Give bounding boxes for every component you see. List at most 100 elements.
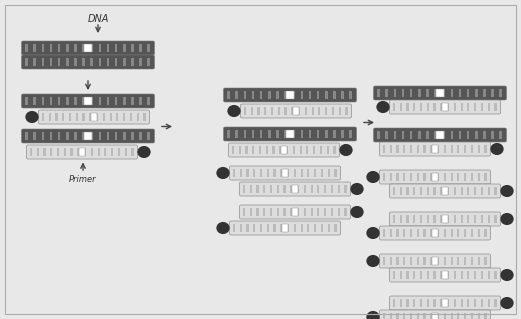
Bar bbox=[467, 89, 469, 97]
Bar bbox=[109, 113, 111, 121]
Bar bbox=[458, 89, 461, 97]
Bar bbox=[481, 299, 483, 307]
Bar bbox=[58, 132, 60, 140]
Bar bbox=[403, 257, 405, 265]
Bar bbox=[344, 185, 346, 193]
Bar bbox=[396, 145, 399, 153]
Bar bbox=[33, 58, 36, 66]
Bar bbox=[471, 173, 473, 181]
Bar bbox=[311, 208, 313, 216]
Bar bbox=[49, 58, 52, 66]
Bar bbox=[91, 97, 93, 105]
Bar bbox=[332, 107, 334, 115]
Bar bbox=[274, 224, 276, 232]
Bar bbox=[284, 91, 287, 99]
Bar bbox=[333, 91, 336, 99]
Bar bbox=[243, 208, 245, 216]
Bar bbox=[284, 107, 287, 115]
Bar bbox=[270, 208, 272, 216]
Bar bbox=[396, 173, 399, 181]
Bar bbox=[435, 89, 437, 97]
Bar bbox=[147, 132, 150, 140]
Bar bbox=[263, 208, 265, 216]
Bar bbox=[494, 187, 497, 195]
Bar bbox=[377, 89, 380, 97]
Bar bbox=[430, 313, 432, 319]
Bar bbox=[66, 58, 69, 66]
Bar bbox=[467, 103, 469, 111]
Bar bbox=[252, 146, 254, 154]
Bar bbox=[442, 103, 448, 111]
Bar bbox=[233, 224, 235, 232]
Bar bbox=[305, 107, 307, 115]
Bar bbox=[396, 229, 399, 237]
Bar bbox=[270, 185, 272, 193]
Bar bbox=[287, 224, 289, 232]
Bar bbox=[467, 299, 469, 307]
Bar bbox=[390, 257, 392, 265]
FancyBboxPatch shape bbox=[229, 143, 340, 157]
Bar bbox=[483, 89, 486, 97]
Bar bbox=[430, 229, 432, 237]
Bar bbox=[377, 131, 380, 139]
Bar bbox=[107, 58, 109, 66]
Bar bbox=[393, 89, 396, 97]
Bar bbox=[427, 215, 429, 223]
Ellipse shape bbox=[227, 105, 241, 117]
Bar bbox=[42, 44, 44, 52]
FancyBboxPatch shape bbox=[224, 88, 356, 102]
Bar bbox=[400, 187, 402, 195]
Bar bbox=[413, 187, 415, 195]
Bar bbox=[444, 313, 446, 319]
Bar bbox=[393, 299, 395, 307]
Bar bbox=[33, 97, 36, 105]
Bar bbox=[402, 131, 404, 139]
Ellipse shape bbox=[339, 144, 353, 156]
Bar bbox=[267, 169, 269, 177]
Text: DNA: DNA bbox=[88, 14, 109, 24]
Bar bbox=[33, 44, 36, 52]
Bar bbox=[252, 130, 254, 138]
Bar bbox=[410, 257, 412, 265]
Bar bbox=[464, 173, 466, 181]
Bar bbox=[350, 130, 352, 138]
Bar bbox=[235, 130, 238, 138]
Bar bbox=[84, 97, 92, 105]
Bar bbox=[301, 130, 303, 138]
Bar bbox=[107, 97, 109, 105]
Bar bbox=[488, 103, 490, 111]
Bar bbox=[437, 229, 439, 237]
Bar bbox=[488, 299, 490, 307]
Bar bbox=[243, 130, 246, 138]
Bar bbox=[107, 44, 109, 52]
Bar bbox=[437, 145, 439, 153]
Bar bbox=[74, 44, 77, 52]
Bar bbox=[272, 146, 275, 154]
Bar bbox=[77, 148, 79, 156]
Bar bbox=[306, 146, 308, 154]
Bar bbox=[64, 148, 66, 156]
Bar bbox=[488, 271, 490, 279]
Bar bbox=[98, 58, 101, 66]
Bar bbox=[243, 91, 246, 99]
Bar bbox=[103, 113, 105, 121]
Bar bbox=[383, 313, 385, 319]
Bar bbox=[339, 107, 341, 115]
Bar bbox=[98, 132, 101, 140]
Bar bbox=[240, 224, 242, 232]
Bar bbox=[333, 130, 336, 138]
Bar bbox=[390, 173, 392, 181]
Bar bbox=[42, 113, 44, 121]
Bar bbox=[406, 299, 408, 307]
Bar bbox=[246, 224, 249, 232]
FancyBboxPatch shape bbox=[241, 104, 352, 118]
Bar bbox=[147, 97, 150, 105]
Bar bbox=[413, 103, 415, 111]
Bar bbox=[432, 173, 438, 181]
Bar bbox=[304, 185, 306, 193]
Bar bbox=[451, 131, 453, 139]
Bar bbox=[244, 107, 246, 115]
Bar bbox=[267, 224, 269, 232]
Bar bbox=[82, 132, 85, 140]
Bar bbox=[307, 169, 309, 177]
